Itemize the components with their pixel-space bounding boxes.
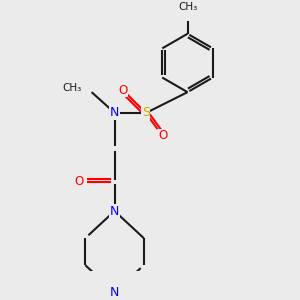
Text: CH₃: CH₃ <box>63 83 82 93</box>
Text: O: O <box>118 84 128 97</box>
Text: S: S <box>142 106 150 119</box>
Text: N: N <box>110 205 119 218</box>
Text: CH₃: CH₃ <box>178 2 197 12</box>
Text: N: N <box>110 106 119 119</box>
Text: O: O <box>74 175 84 188</box>
Text: O: O <box>158 129 167 142</box>
Text: N: N <box>110 286 119 299</box>
